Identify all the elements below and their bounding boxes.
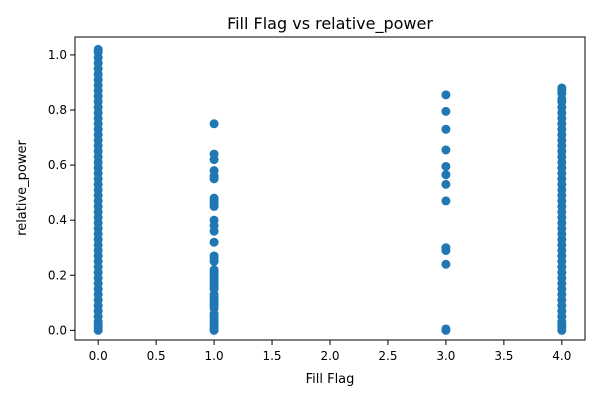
scatter-point <box>441 124 451 134</box>
scatter-point <box>441 170 451 180</box>
scatter-point <box>209 215 219 225</box>
plot-frame <box>74 36 586 341</box>
scatter-point <box>209 166 219 176</box>
y-tick-label: 1.0 <box>48 48 67 62</box>
ticks-layer: 0.0 0.5 1.0 1.5 2.0 2.5 3.0 3.5 4.0 0.0 0.2 0.4 0.6 0… <box>48 48 571 363</box>
scatter-point <box>209 193 219 203</box>
x-tick-label: 0.0 <box>89 349 108 363</box>
scatter-point <box>209 265 219 275</box>
x-tick-label: 1.0 <box>205 349 224 363</box>
scatter-point <box>209 119 219 129</box>
y-tick-label: 0.6 <box>48 158 67 172</box>
y-axis-label: relative_power <box>15 139 30 235</box>
scatter-point <box>441 161 451 171</box>
y-tick-label: 0.8 <box>48 103 67 117</box>
scatter-point <box>441 90 451 100</box>
y-tick-label: 0.2 <box>48 268 67 282</box>
scatter-point <box>93 44 103 54</box>
scatter-point <box>209 237 219 247</box>
points-layer <box>93 44 567 335</box>
y-tick-label: 0.0 <box>48 323 67 337</box>
x-tick-label: 1.5 <box>262 349 281 363</box>
scatter-point <box>441 324 451 334</box>
x-tick-label: 0.5 <box>147 349 166 363</box>
x-tick-label: 2.5 <box>378 349 397 363</box>
y-tick-label: 0.4 <box>48 213 67 227</box>
scatter-point <box>441 145 451 155</box>
scatter-point <box>441 243 451 253</box>
chart-title: Fill Flag vs relative_power <box>227 14 433 34</box>
scatter-point <box>441 106 451 116</box>
scatter-point <box>441 179 451 189</box>
x-tick-label: 2.0 <box>320 349 339 363</box>
x-tick-label: 3.0 <box>436 349 455 363</box>
x-tick-label: 3.5 <box>494 349 513 363</box>
scatter-point <box>209 149 219 159</box>
scatter-point <box>209 251 219 261</box>
scatter-point <box>557 83 567 93</box>
x-tick-label: 4.0 <box>552 349 571 363</box>
scatter-point <box>441 259 451 269</box>
x-axis-label: Fill Flag <box>306 372 355 387</box>
scatter-point <box>441 196 451 206</box>
